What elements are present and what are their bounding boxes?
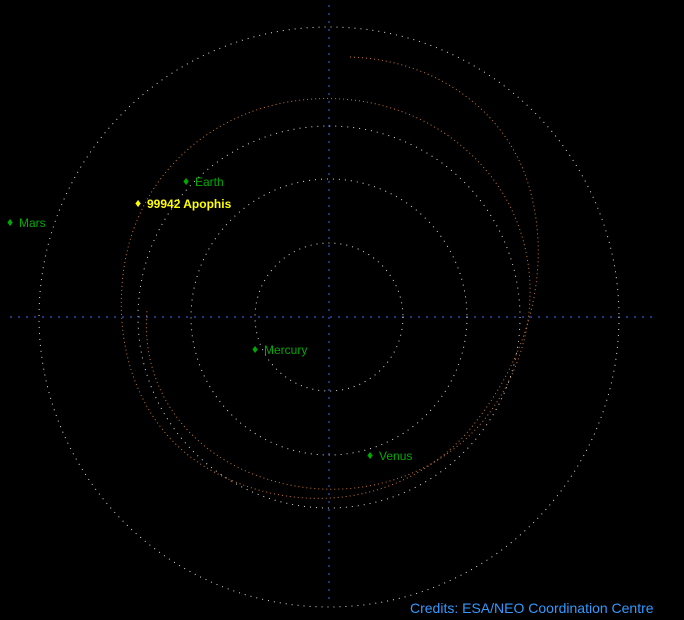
credits-text: Credits: ESA/NEO Coordination Centre: [410, 600, 654, 616]
venus-marker: ♦: [367, 449, 373, 461]
venus-label: Venus: [379, 449, 412, 463]
earth-label: Earth: [195, 175, 224, 189]
earth-marker: ♦: [183, 175, 189, 187]
mercury-label: Mercury: [264, 343, 307, 357]
apophis-label: 99942 Apophis: [147, 197, 231, 211]
mars-marker: ♦: [7, 216, 13, 228]
apophis-trajectory: [121, 57, 538, 498]
mars-label: Mars: [19, 216, 46, 230]
mercury-marker: ♦: [252, 343, 258, 355]
orbit-canvas: [0, 0, 684, 620]
apophis-marker: ♦: [135, 197, 141, 209]
